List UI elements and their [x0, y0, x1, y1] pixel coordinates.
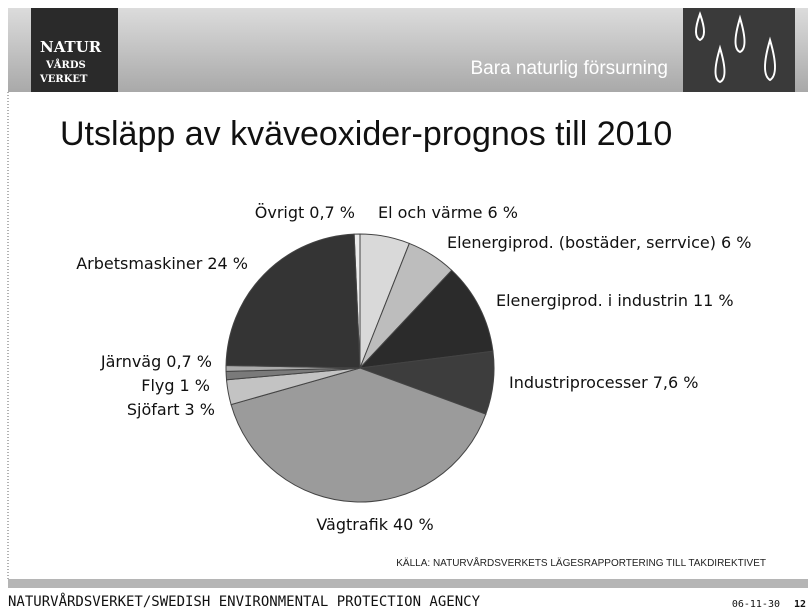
- slice-category: Flyg: [141, 376, 174, 395]
- slice-category: El och värme: [378, 203, 482, 222]
- slice-value: 3 %: [185, 400, 215, 419]
- slice-label: El och värme 6 %: [378, 203, 518, 222]
- slice-label: Flyg 1 %: [141, 376, 210, 395]
- slice-label: Övrigt 0,7 %: [255, 203, 355, 222]
- pie-slice: [225, 233, 361, 369]
- footer-agency: NATURVÅRDSVERKET/SWEDISH ENVIRONMENTAL P…: [8, 593, 481, 610]
- logo-text: VÅRDS: [45, 59, 86, 71]
- slice-category: Övrigt: [255, 203, 305, 222]
- chart-title: Utsläpp av kväveoxider-prognos till 2010: [60, 115, 672, 153]
- slice-category: Vägtrafik: [316, 515, 388, 534]
- logo: [31, 8, 118, 92]
- logo-text: NATUR: [40, 38, 102, 56]
- slice-label: Elenergiprod. i industrin 11 %: [496, 291, 734, 310]
- slice-category: Industriprocesser: [509, 373, 648, 392]
- pie-slice: [230, 367, 487, 503]
- slice-label: Elenergiprod. (bostäder, serrvice) 6 %: [447, 233, 751, 252]
- slice-value: 7,6 %: [653, 373, 699, 392]
- slice-value: 24 %: [207, 254, 248, 273]
- slice-label: Industriprocesser 7,6 %: [509, 373, 698, 392]
- slice-value: 0,7 %: [309, 203, 355, 222]
- slice-label: Sjöfart 3 %: [127, 400, 215, 419]
- slice-value: 6 %: [721, 233, 751, 252]
- slice-value: 0,7 %: [166, 352, 212, 371]
- slice-label: Järnväg 0,7 %: [100, 352, 212, 371]
- slice-category: Elenergiprod. (bostäder, serrvice): [447, 233, 716, 252]
- slice-category: Arbetsmaskiner: [76, 254, 203, 273]
- slice-category: Elenergiprod. i industrin: [496, 291, 688, 310]
- slice-category: Sjöfart: [127, 400, 180, 419]
- header-band: [8, 8, 808, 92]
- header-subtitle: Bara naturlig försurning: [471, 58, 669, 79]
- slice-label: Arbetsmaskiner 24 %: [76, 254, 248, 273]
- footer-date: 06-11-30: [732, 599, 780, 610]
- slice-label: Vägtrafik 40 %: [316, 515, 433, 534]
- pie-slice: [358, 269, 494, 369]
- logo-text: VERKET: [39, 74, 88, 85]
- footer-page: 12: [794, 599, 806, 610]
- source: KÄLLA: NATURVÅRDSVERKETS LÄGESRAPPORTERI…: [396, 556, 766, 569]
- slice-value: 6 %: [487, 203, 517, 222]
- slice-value: 11 %: [693, 291, 734, 310]
- pie: Övrigt 0,7 % El och värme 6 %Elenergiprod. …: [76, 203, 751, 534]
- drops: [695, 11, 776, 84]
- slice-value: 1 %: [180, 376, 210, 395]
- footer-bar: [8, 579, 808, 588]
- slice-category: Järnväg: [100, 352, 161, 371]
- slice-value: 40 %: [393, 515, 434, 534]
